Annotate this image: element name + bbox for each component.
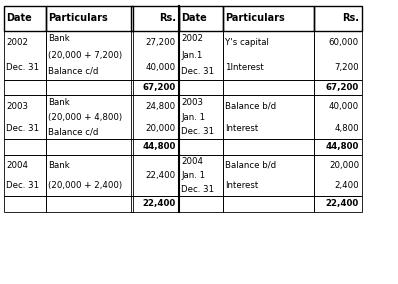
Text: Bank: Bank <box>48 34 70 43</box>
Text: (20,000 + 7,200): (20,000 + 7,200) <box>48 51 122 60</box>
Text: 44,800: 44,800 <box>142 143 176 151</box>
Bar <box>4 80 46 95</box>
Bar <box>46 80 133 95</box>
Text: Balance c/d: Balance c/d <box>48 127 98 136</box>
Text: 60,000: 60,000 <box>329 38 359 47</box>
Bar <box>314 196 362 212</box>
Text: (20,000 + 2,400): (20,000 + 2,400) <box>48 181 122 190</box>
Bar <box>223 6 314 31</box>
Bar <box>131 196 179 212</box>
Text: 40,000: 40,000 <box>146 63 176 72</box>
Bar <box>46 6 133 31</box>
Text: Dec. 31: Dec. 31 <box>181 67 214 76</box>
Bar <box>179 80 223 95</box>
Bar <box>314 80 362 95</box>
Bar <box>46 196 133 212</box>
Text: Date: Date <box>6 13 32 23</box>
Text: Particulars: Particulars <box>48 13 107 23</box>
Bar <box>179 6 223 31</box>
Text: Balance b/d: Balance b/d <box>225 102 276 111</box>
Bar <box>179 95 223 139</box>
Text: 7,200: 7,200 <box>334 63 359 72</box>
Text: Dec. 31: Dec. 31 <box>6 181 39 190</box>
Bar <box>46 139 133 155</box>
Text: Balance c/d: Balance c/d <box>48 67 98 76</box>
Text: Dec. 31: Dec. 31 <box>6 63 39 72</box>
Bar <box>179 196 223 212</box>
Text: 67,200: 67,200 <box>142 83 176 92</box>
Text: 22,400: 22,400 <box>146 171 176 180</box>
Text: (20,000 + 4,800): (20,000 + 4,800) <box>48 113 122 122</box>
Bar <box>46 155 133 196</box>
Text: Interest: Interest <box>225 181 258 190</box>
Text: 22,400: 22,400 <box>326 199 359 208</box>
Text: 20,000: 20,000 <box>329 160 359 170</box>
Bar <box>179 155 223 196</box>
Text: 67,200: 67,200 <box>326 83 359 92</box>
Bar <box>179 31 223 80</box>
Text: Dec. 31: Dec. 31 <box>181 185 214 194</box>
Bar <box>131 95 179 139</box>
Bar <box>4 155 46 196</box>
Text: 1Interest: 1Interest <box>225 63 263 72</box>
Text: 44,800: 44,800 <box>326 143 359 151</box>
Text: Jan. 1: Jan. 1 <box>181 171 205 180</box>
Text: Dec. 31: Dec. 31 <box>181 127 214 136</box>
Bar <box>314 31 362 80</box>
Text: 2004: 2004 <box>6 160 28 170</box>
Text: 2,400: 2,400 <box>334 181 359 190</box>
Bar <box>131 6 179 31</box>
Bar <box>131 31 179 80</box>
Bar <box>314 155 362 196</box>
Text: Bank: Bank <box>48 160 70 170</box>
Text: Bank: Bank <box>48 98 70 107</box>
Text: Interest: Interest <box>225 124 258 133</box>
Text: Rs.: Rs. <box>342 13 359 23</box>
Bar <box>46 31 133 80</box>
Text: Y's capital: Y's capital <box>225 38 269 47</box>
Bar <box>179 139 223 155</box>
Text: Jan. 1: Jan. 1 <box>181 113 205 122</box>
Bar <box>314 6 362 31</box>
Bar <box>4 95 46 139</box>
Text: Jan.1: Jan.1 <box>181 51 203 60</box>
Text: 2002: 2002 <box>6 38 28 47</box>
Bar <box>4 6 46 31</box>
Text: Dec. 31: Dec. 31 <box>6 124 39 133</box>
Bar <box>4 31 46 80</box>
Bar <box>223 80 314 95</box>
Bar <box>46 95 133 139</box>
Bar <box>4 196 46 212</box>
Text: 2003: 2003 <box>181 98 203 107</box>
Text: 4,800: 4,800 <box>334 124 359 133</box>
Text: 2003: 2003 <box>6 102 28 111</box>
Text: Date: Date <box>181 13 207 23</box>
Text: Rs.: Rs. <box>159 13 176 23</box>
Text: 27,200: 27,200 <box>146 38 176 47</box>
Bar <box>223 95 314 139</box>
Bar <box>131 139 179 155</box>
Bar <box>131 80 179 95</box>
Text: 2004: 2004 <box>181 157 203 166</box>
Text: 2002: 2002 <box>181 34 203 43</box>
Text: Particulars: Particulars <box>225 13 285 23</box>
Bar <box>314 95 362 139</box>
Text: 20,000: 20,000 <box>146 124 176 133</box>
Text: 40,000: 40,000 <box>329 102 359 111</box>
Bar <box>4 139 46 155</box>
Text: 24,800: 24,800 <box>146 102 176 111</box>
Bar <box>314 139 362 155</box>
Bar <box>223 196 314 212</box>
Bar <box>223 155 314 196</box>
Bar <box>223 139 314 155</box>
Text: Balance b/d: Balance b/d <box>225 160 276 170</box>
Bar <box>131 155 179 196</box>
Text: 22,400: 22,400 <box>142 199 176 208</box>
Bar <box>223 31 314 80</box>
